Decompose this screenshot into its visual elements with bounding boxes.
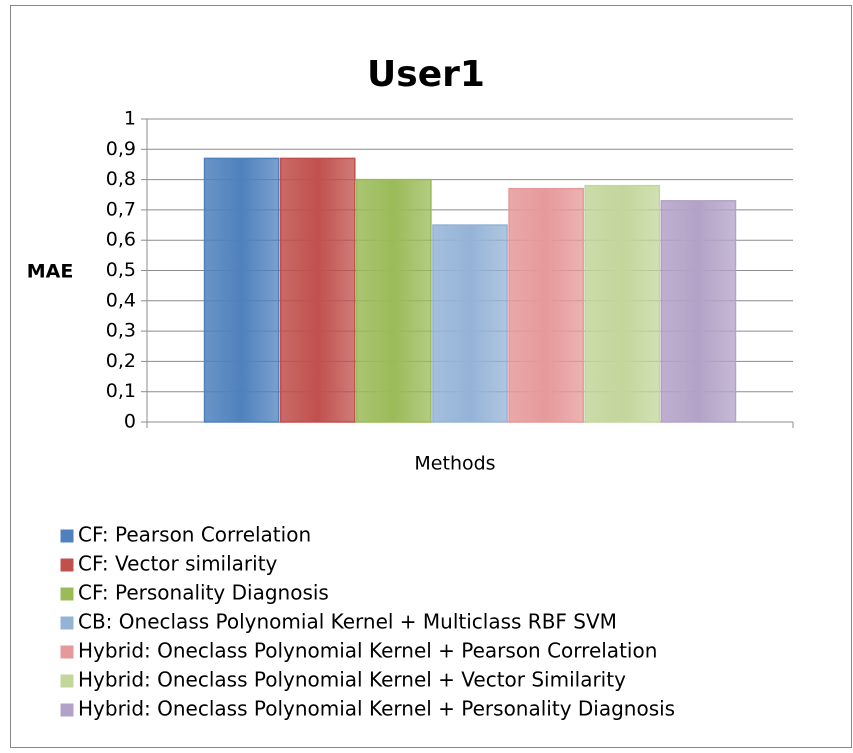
legend-label: Hybrid: Oneclass Polynomial Kernel + Per… (78, 697, 675, 721)
bar (279, 157, 356, 423)
y-axis-label: MAE (27, 261, 74, 283)
y-tick-label: 0,7 (106, 198, 136, 220)
legend-label: Hybrid: Oneclass Polynomial Kernel + Pea… (78, 639, 657, 663)
legend-swatch (59, 644, 75, 660)
legend-swatch (59, 615, 75, 631)
legend-swatch (59, 702, 75, 718)
legend-label: CF: Vector similarity (78, 552, 278, 576)
legend-swatch (59, 557, 75, 573)
y-tick-label: 0,5 (106, 259, 136, 281)
chart-title: User1 (367, 54, 485, 95)
y-tick-label: 0,3 (106, 320, 136, 342)
legend-swatch (59, 586, 75, 602)
y-tick-label: 0,2 (106, 350, 136, 372)
y-tick-label: 0,9 (106, 138, 136, 160)
legend-swatch (59, 673, 75, 689)
bar (432, 224, 508, 423)
bar (660, 200, 737, 423)
legend-label: CB: Oneclass Polynomial Kernel + Multicl… (78, 610, 617, 634)
y-tick-label: 0,6 (106, 229, 136, 251)
legend-swatch (59, 528, 75, 544)
legend-label: Hybrid: Oneclass Polynomial Kernel + Vec… (78, 668, 626, 692)
y-tick-label: 0,1 (106, 380, 136, 402)
bar (356, 178, 432, 423)
y-tick-label: 0 (124, 411, 136, 433)
bar (584, 184, 661, 423)
y-tick-label: 0,8 (106, 168, 136, 190)
y-tick-label: 0,4 (106, 289, 136, 311)
bar (203, 157, 280, 423)
x-axis-label: Methods (414, 453, 495, 475)
y-tick-label: 1 (124, 108, 136, 130)
bar (508, 187, 584, 423)
legend-label: CF: Personality Diagnosis (78, 581, 329, 605)
legend-label: CF: Pearson Correlation (78, 523, 311, 547)
